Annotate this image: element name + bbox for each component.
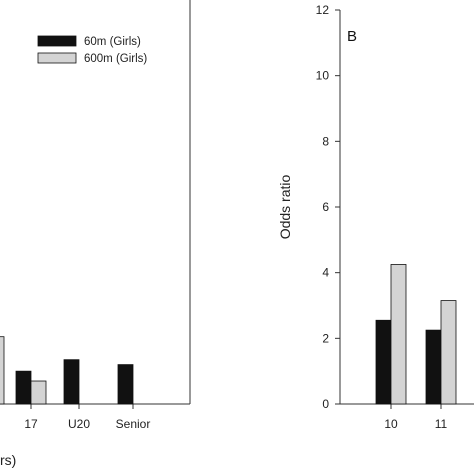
panel-b-category-label: 11 xyxy=(435,417,448,431)
panel-b-y-tick-label: 0 xyxy=(322,397,329,411)
panel-b-y-axis-title: Odds ratio xyxy=(277,174,293,239)
panel-a: 17 U20 Senior 60m (Girls) 600m (Girls) rs) xyxy=(0,0,191,468)
panel-b-category-label: 10 xyxy=(384,417,398,431)
legend-swatch-600m xyxy=(37,52,77,64)
legend-label-600m: 600m (Girls) xyxy=(84,53,147,65)
panel-b-y-tick-label: 10 xyxy=(316,69,330,83)
legend-swatch-60m xyxy=(37,35,77,47)
panel-b-y-tick-label: 8 xyxy=(322,134,329,148)
panel-b-y-tick-label: 2 xyxy=(322,331,329,345)
panel-a-category-label: 17 xyxy=(24,417,38,431)
panel-a-bar-partial xyxy=(0,336,5,405)
panel-b-letter: B xyxy=(347,28,357,45)
panel-b-bar-60m-11 xyxy=(425,329,442,405)
panel-b-y-tick-label: 6 xyxy=(322,200,329,214)
panel-b-bar-60m-10 xyxy=(375,319,392,405)
panel-a-legend: 60m (Girls) 600m (Girls) xyxy=(37,35,147,65)
panel-a-bar-60m-senior xyxy=(117,364,134,405)
panel-a-category-label: U20 xyxy=(68,417,90,431)
panel-a-category-label: Senior xyxy=(116,417,151,431)
panel-b-y-tick-label: 12 xyxy=(316,3,330,17)
legend-label-60m: 60m (Girls) xyxy=(84,36,141,48)
panel-b-bar-600m-10 xyxy=(390,264,407,405)
panel-b: B 0 2 4 6 8 10 12 10 11 Odds ratio xyxy=(277,3,474,431)
panel-b-y-tick-label: 4 xyxy=(322,266,329,280)
panel-b-bar-600m-11 xyxy=(440,300,457,405)
panel-a-bar-600m-17 xyxy=(30,380,47,405)
panel-a-bar-60m-u20 xyxy=(63,359,80,405)
panel-a-x-axis-title: rs) xyxy=(0,452,16,468)
panel-a-bar-60m-17 xyxy=(15,370,32,405)
